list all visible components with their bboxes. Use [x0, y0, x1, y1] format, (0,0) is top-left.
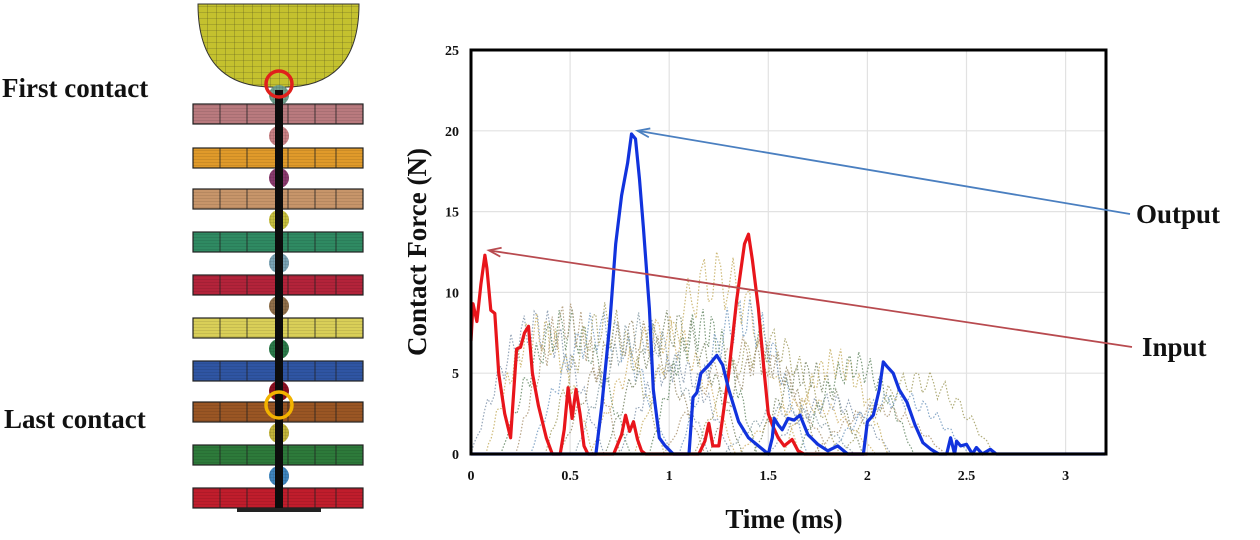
- last-contact-marker: [264, 390, 294, 420]
- x-tick-label: 0.5: [561, 469, 579, 484]
- last-contact-label: Last contact: [4, 404, 146, 434]
- intermediate-curve: [767, 392, 893, 455]
- y-tick-label: 20: [445, 125, 459, 140]
- intermediate-curve: [797, 351, 915, 455]
- intermediate-curve: [485, 313, 594, 455]
- y-tick-label: 10: [445, 286, 459, 301]
- first-contact-marker: [264, 69, 294, 99]
- annotation-arrow: [488, 249, 1133, 348]
- intermediate-curve: [693, 326, 841, 455]
- intermediate-curve: [544, 302, 665, 455]
- x-tick-label: 2: [864, 469, 871, 484]
- intermediate-curve: [470, 309, 605, 455]
- y-tick-label: 15: [445, 206, 459, 221]
- intermediate-curve: [782, 348, 889, 455]
- x-tick-label: 3: [1062, 469, 1069, 484]
- intermediate-curve: [619, 351, 732, 455]
- center-rod: [275, 90, 283, 508]
- intermediate-curve: [529, 310, 671, 455]
- y-tick-labels: 0 5 10 15 20 25: [445, 44, 459, 463]
- intermediate-curve: [827, 387, 970, 455]
- contact-force-chart: 0 0.5 1 1.5 2 2.5 3 0 5 10 15 20 25 Output Input Tim…: [402, 44, 1220, 534]
- intermediate-curve: [708, 342, 821, 455]
- intermediate-curve: [500, 308, 632, 455]
- intermediate-curve: [812, 402, 946, 455]
- y-tick-label: 25: [445, 44, 459, 59]
- x-tick-label: 1: [666, 469, 673, 484]
- intermediate-curve: [663, 336, 831, 455]
- annotation-arrow: [637, 129, 1131, 215]
- y-tick-label: 5: [452, 367, 459, 382]
- x-tick-labels: 0 0.5 1 1.5 2 2.5 3: [468, 469, 1070, 484]
- y-tick-label: 0: [452, 448, 459, 463]
- intermediate-curve: [589, 315, 737, 455]
- arrow-head: [634, 127, 651, 139]
- x-tick-label: 0: [468, 469, 475, 484]
- annotation-label-output: Output: [1136, 199, 1220, 229]
- x-axis-label: Time (ms): [725, 504, 842, 534]
- intermediate-curve: [648, 308, 758, 455]
- base-plate: [237, 508, 321, 512]
- annotation-label-input: Input: [1142, 332, 1207, 362]
- first-contact-label: First contact: [2, 73, 148, 103]
- plot-frame: [469, 48, 1108, 456]
- x-tick-label: 1.5: [760, 469, 778, 484]
- y-axis-label: Contact Force (N): [402, 148, 432, 356]
- x-tick-label: 2.5: [958, 469, 976, 484]
- intermediate-contact-curves: [470, 251, 995, 455]
- intermediate-curve: [738, 393, 877, 455]
- intermediate-curve: [752, 359, 864, 455]
- hemisphere-impactor: [197, 3, 360, 88]
- intermediate-curve: [574, 312, 710, 455]
- beam-impact-model: First contact Last contact: [2, 3, 364, 512]
- intermediate-curve: [842, 369, 995, 455]
- annotations: Output Input: [486, 127, 1220, 362]
- arrow-head: [486, 246, 502, 258]
